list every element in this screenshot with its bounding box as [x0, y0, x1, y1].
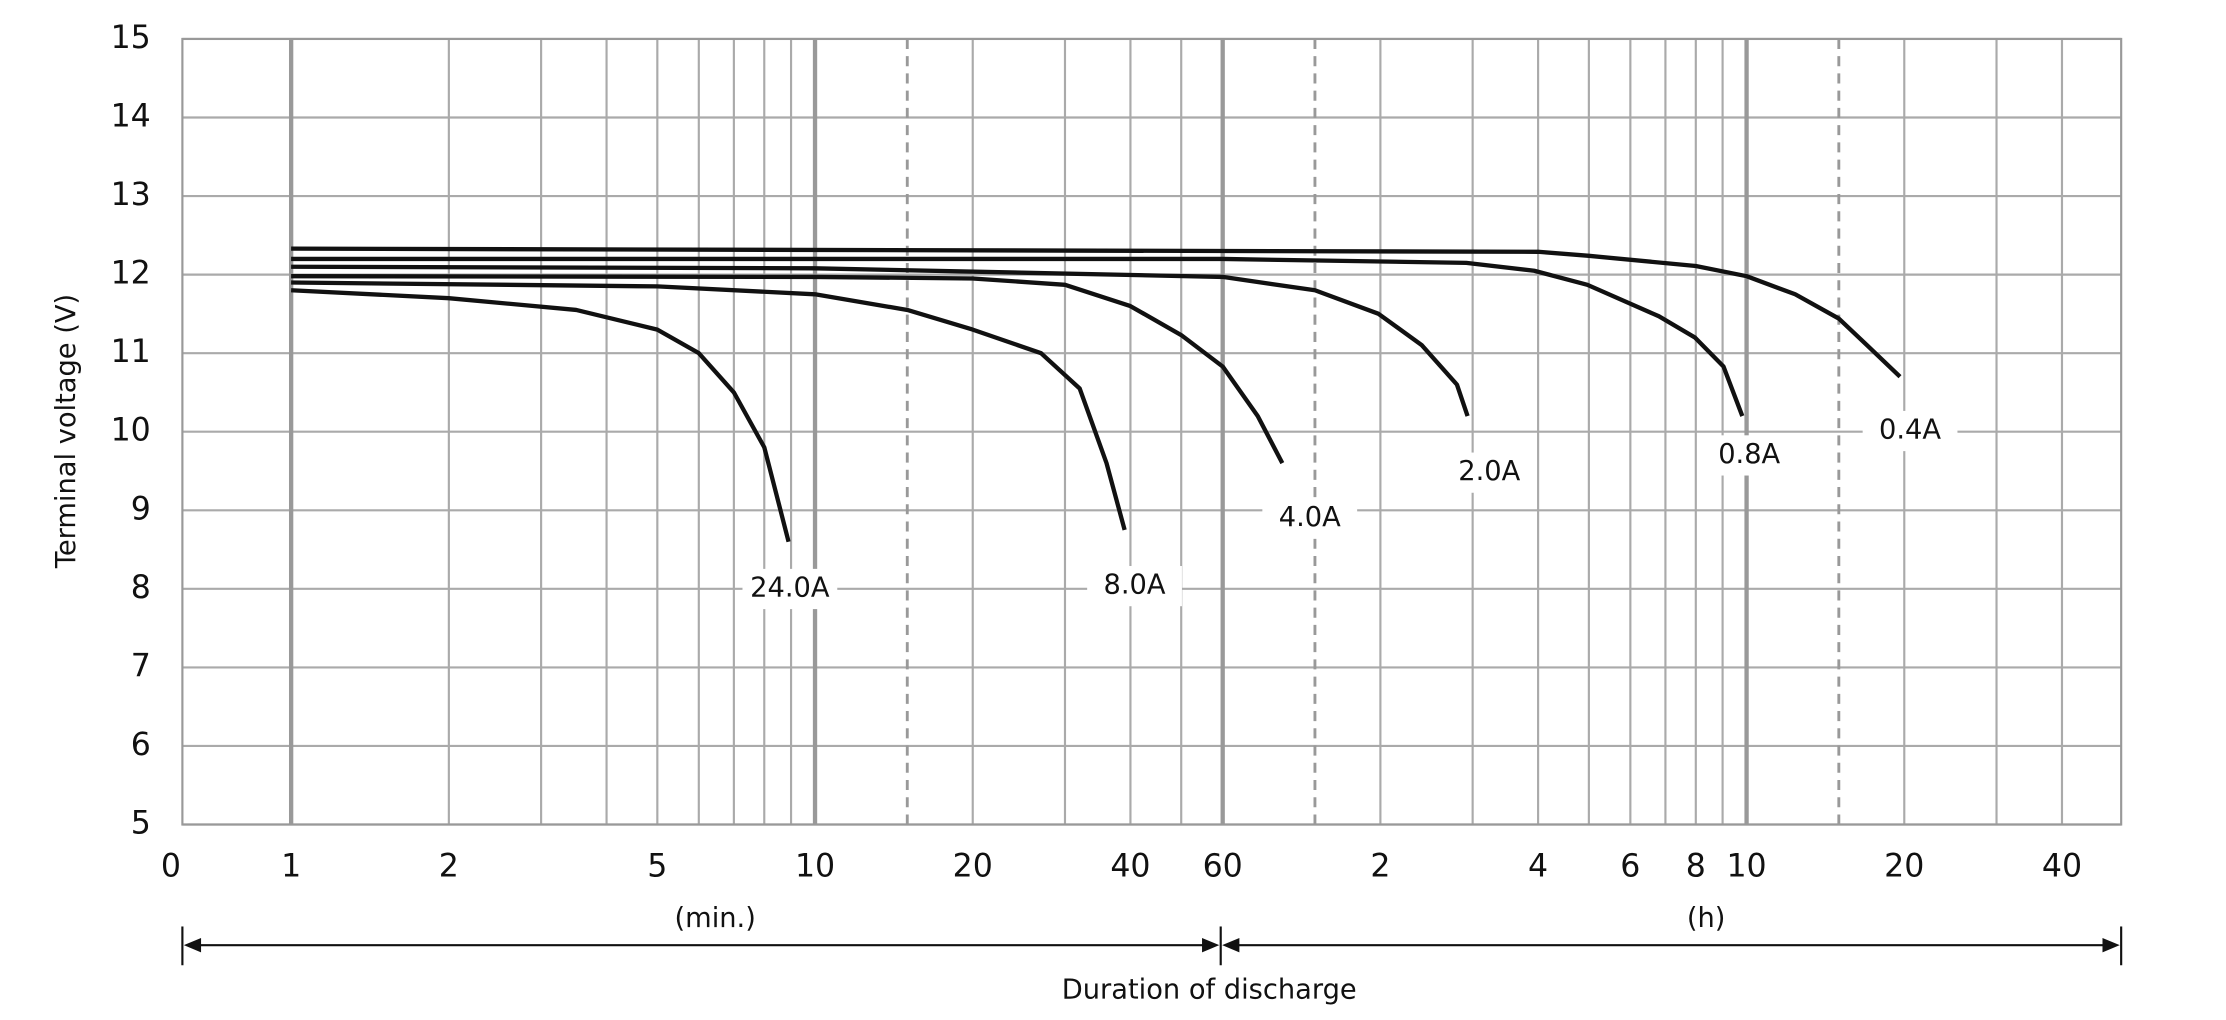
series-label: 8.0A: [1104, 570, 1166, 601]
x-tick-label: 1: [281, 849, 301, 885]
x-tick-label: 5: [647, 849, 667, 885]
series-label-bg: [1862, 410, 1958, 452]
discharge-curve: [291, 274, 1285, 465]
x-tick-label: 20: [953, 849, 993, 885]
y-tick-label: 10: [111, 413, 151, 449]
series-label: 24.0A: [750, 572, 830, 603]
plot-border: [181, 37, 2123, 826]
series-label: 0.4A: [1879, 415, 1941, 446]
y-tick-label: 7: [131, 648, 151, 684]
series-label-bg: [1262, 498, 1358, 539]
x-tick-label: 10: [1726, 849, 1766, 885]
x-tick-label: 8: [1686, 849, 1706, 885]
y-tick-label: 6: [131, 727, 151, 763]
discharge-curve: [290, 288, 791, 543]
y-tick-label: 13: [111, 177, 151, 213]
series-label-bg: [742, 568, 838, 610]
x-tick-label: 6: [1620, 849, 1640, 885]
y-axis-label: Terminal voltage (V): [51, 294, 82, 569]
x-tick-label: 20: [1884, 849, 1924, 885]
grid: [182, 37, 2122, 826]
y-tick-label: 15: [111, 20, 151, 56]
series-label: 0.8A: [1718, 439, 1780, 470]
x-axis-label: Duration of discharge: [1062, 975, 1357, 1006]
x-tick-label: 10: [795, 849, 835, 885]
x-tick-label: 60: [1203, 849, 1243, 885]
series-label-bg: [1087, 566, 1182, 607]
unit-label: (h): [1687, 903, 1726, 934]
y-tick-label: 14: [111, 99, 151, 135]
discharge-curve: [291, 280, 1127, 531]
x-tick-label: 2: [439, 849, 459, 885]
y-tick-label: 8: [131, 570, 151, 606]
x-tick-label: 2: [1370, 849, 1390, 885]
x-tick-label: 40: [1110, 849, 1150, 885]
series-label: 4.0A: [1279, 502, 1341, 533]
x-tick-label: 0: [161, 849, 181, 885]
discharge-curve: [291, 256, 1745, 417]
x-tick-label: 4: [1528, 849, 1548, 885]
discharge-curve: [291, 246, 1902, 379]
duration-arrows: [181, 926, 2123, 966]
y-tick-label: 11: [111, 334, 151, 370]
series-label-bg: [1441, 452, 1537, 493]
y-tick-label: 9: [131, 491, 151, 527]
series-label-bg: [1701, 435, 1797, 476]
series-label: 2.0A: [1458, 456, 1520, 487]
discharge-curve: [291, 264, 1470, 417]
y-tick-label: 5: [131, 806, 151, 842]
y-tick-label: 12: [111, 256, 151, 292]
x-tick-label: 40: [2042, 849, 2082, 885]
unit-label: (min.): [675, 903, 756, 934]
